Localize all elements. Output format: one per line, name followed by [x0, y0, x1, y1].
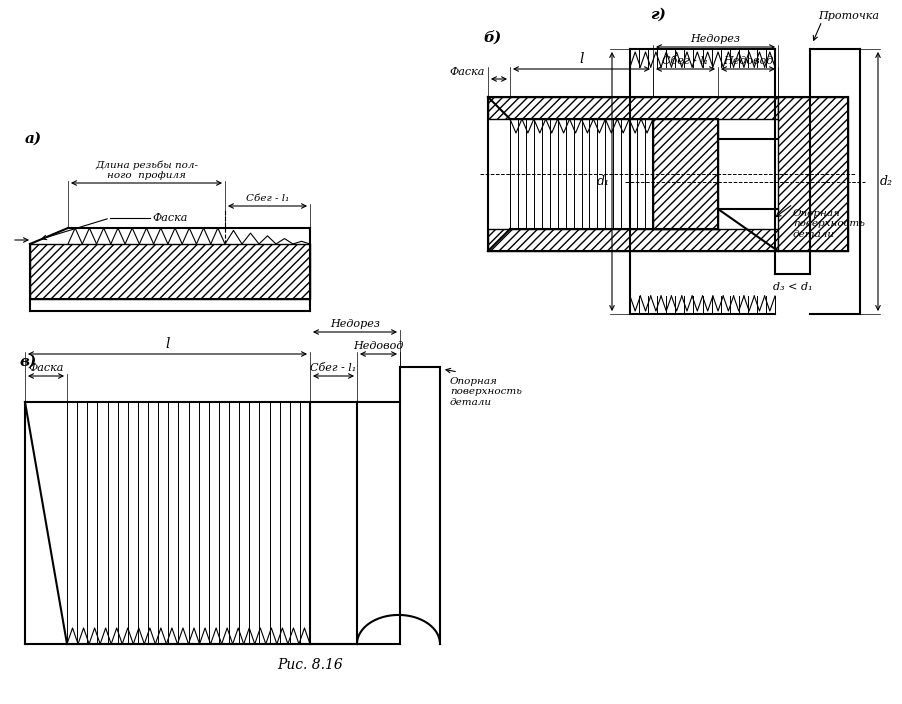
- Text: l: l: [165, 337, 170, 351]
- Text: Сбег - l₁: Сбег - l₁: [662, 56, 709, 66]
- Text: Недовод: Недовод: [354, 341, 404, 351]
- Text: в): в): [20, 355, 37, 369]
- Bar: [653, 119, 718, 229]
- Text: Рис. 8.16: Рис. 8.16: [277, 658, 343, 672]
- Bar: [30, 244, 310, 299]
- Text: Сбег - l₁: Сбег - l₁: [246, 194, 290, 203]
- Text: а): а): [25, 132, 42, 146]
- Text: Фаска: Фаска: [28, 363, 63, 373]
- Bar: [488, 97, 778, 119]
- Text: Сбег - l₁: Сбег - l₁: [310, 363, 356, 373]
- Text: Опорная
поверхность
детали: Опорная поверхность детали: [793, 209, 865, 239]
- Text: Недовод: Недовод: [723, 56, 773, 66]
- Text: Недорез: Недорез: [330, 319, 380, 329]
- Text: Опорная
поверхность
детали: Опорная поверхность детали: [450, 377, 522, 407]
- Text: Длина резьбы пол-
ного  профиля: Длина резьбы пол- ного профиля: [95, 160, 198, 180]
- Text: Недорез: Недорез: [691, 34, 741, 44]
- Text: Проточка: Проточка: [818, 11, 879, 21]
- Text: Фаска: Фаска: [152, 213, 188, 223]
- Text: d₁: d₁: [597, 175, 610, 188]
- Text: б): б): [483, 31, 502, 45]
- Text: Фаска: Фаска: [449, 67, 485, 77]
- Text: г): г): [650, 8, 666, 22]
- Text: l: l: [579, 52, 584, 66]
- Bar: [778, 97, 848, 251]
- Text: d₃ < d₁: d₃ < d₁: [773, 282, 813, 292]
- Bar: [488, 229, 778, 251]
- Text: d₂: d₂: [880, 175, 893, 188]
